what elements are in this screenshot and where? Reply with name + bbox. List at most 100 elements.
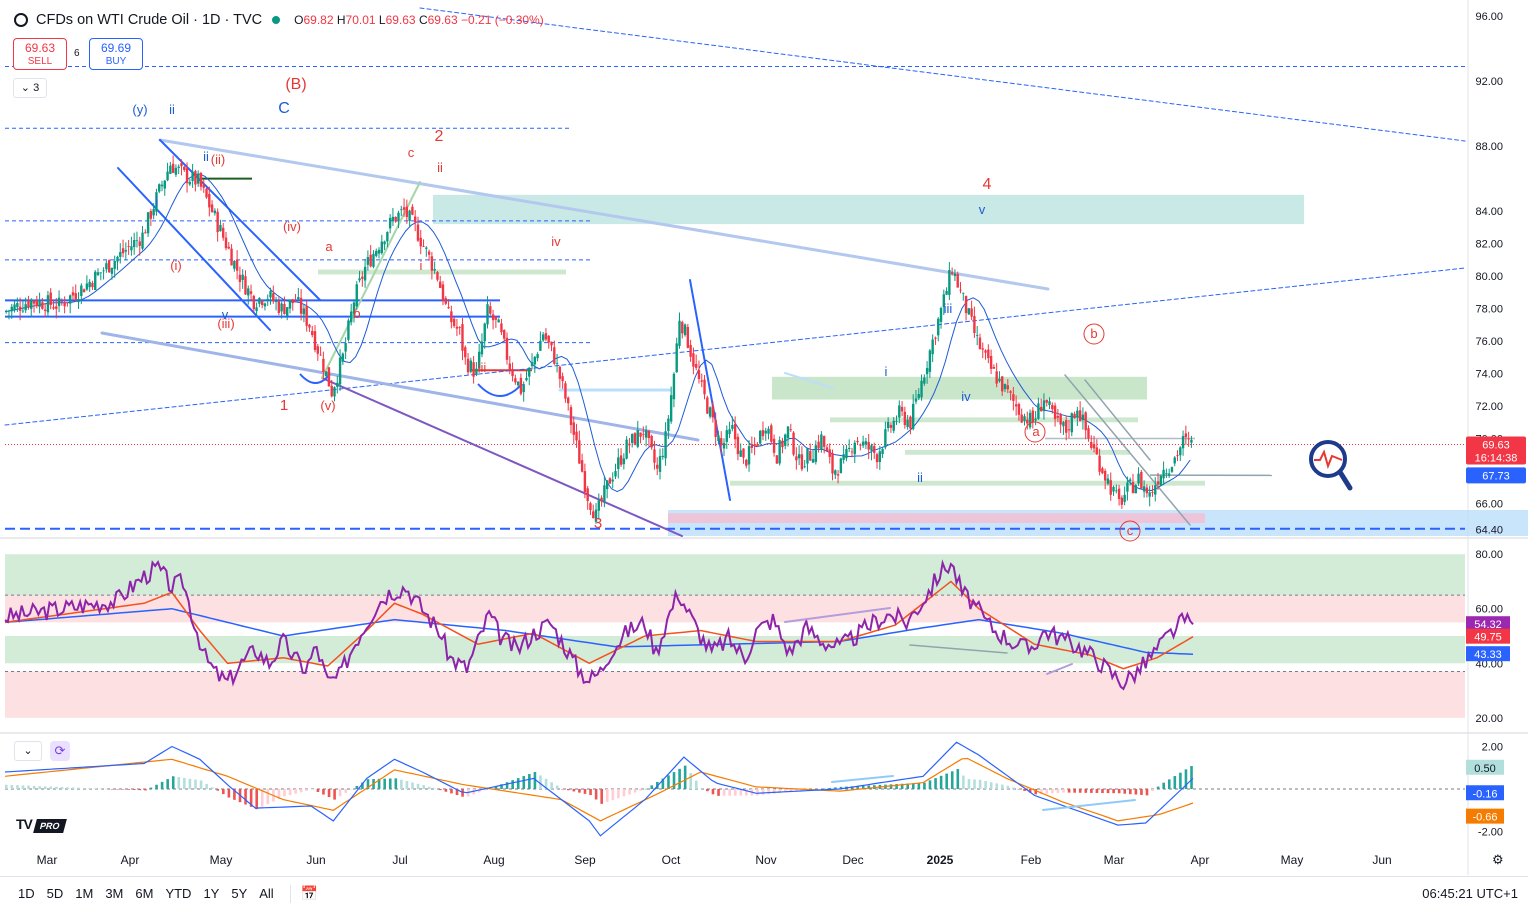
candle — [1059, 413, 1061, 433]
macd-bar — [712, 789, 715, 794]
candle — [108, 259, 110, 273]
candle-body — [1182, 436, 1184, 448]
trendline-channel — [102, 333, 698, 440]
candle-body — [826, 447, 828, 451]
candle-body — [790, 429, 792, 430]
macd-bar — [189, 779, 192, 789]
candle — [550, 341, 552, 351]
timeframe-5d[interactable]: 5D — [41, 886, 70, 901]
candle-body — [898, 405, 900, 417]
candle-body — [24, 304, 26, 310]
macd-bar — [968, 779, 971, 789]
candle — [289, 299, 291, 313]
rsi-tick-label: 80.00 — [1475, 549, 1503, 561]
symbol-title[interactable]: CFDs on WTI Crude Oil · 1D · TVC — [36, 12, 262, 28]
candle-body — [856, 441, 858, 442]
bottom-toolbar: 1D 5D 1M 3M 6M YTD 1Y 5Y All 📅 06:45:21 … — [0, 876, 1528, 910]
candle-body — [1162, 470, 1164, 479]
candle — [570, 405, 572, 434]
candle — [965, 295, 967, 320]
candle-body — [1015, 404, 1017, 406]
macd-bar — [1190, 766, 1193, 789]
macd-bar — [979, 780, 982, 789]
candle-body — [1129, 479, 1131, 480]
buy-button[interactable]: 69.69 BUY — [89, 38, 143, 70]
candle — [8, 310, 10, 320]
candle-body — [589, 503, 591, 510]
candle-body — [737, 437, 739, 454]
candle-body — [1079, 410, 1081, 421]
trendline — [690, 280, 730, 500]
candle-body — [904, 412, 906, 425]
refresh-icon[interactable]: ⟳ — [50, 741, 70, 761]
candle — [689, 340, 691, 362]
candle — [979, 334, 981, 350]
candle-body — [1096, 447, 1098, 454]
sell-button[interactable]: 69.63 SELL — [13, 38, 67, 70]
candle-body — [1062, 422, 1064, 426]
candle-body — [152, 209, 154, 215]
candle-body — [147, 212, 149, 233]
candle — [509, 356, 511, 374]
indicators-toggle[interactable]: ⌄ 3 — [13, 78, 47, 98]
candle — [75, 284, 77, 302]
candle — [431, 252, 433, 279]
candle — [66, 302, 68, 306]
candle-body — [1126, 483, 1128, 492]
candle — [879, 446, 881, 470]
candle-body — [945, 291, 947, 295]
candle-body — [91, 283, 93, 287]
candle-body — [361, 277, 363, 279]
macd-bar — [1046, 789, 1049, 794]
utc-clock[interactable]: 06:45:21 UTC+1 — [1422, 886, 1518, 901]
timeframe-1d[interactable]: 1D — [12, 886, 41, 901]
macd-bar — [589, 789, 592, 795]
candle-body — [620, 455, 622, 464]
calendar-icon[interactable]: 📅 — [301, 885, 318, 902]
macd-bar — [701, 788, 704, 789]
candle-body — [261, 301, 263, 305]
timeframe-5y[interactable]: 5Y — [225, 886, 253, 901]
candle-body — [776, 455, 778, 463]
candle-body — [495, 317, 497, 320]
timeframe-all[interactable]: All — [253, 886, 279, 901]
candle — [130, 237, 132, 256]
pane-collapse-button[interactable]: ⌄ — [14, 741, 42, 761]
settings-gear-icon[interactable]: ⚙ — [1492, 852, 1504, 868]
candle — [495, 316, 497, 328]
macd-bar — [973, 779, 976, 789]
sell-label: SELL — [14, 55, 66, 69]
timeframe-3m[interactable]: 3M — [99, 886, 129, 901]
macd-signal-badge-text: -0.66 — [1472, 812, 1497, 824]
candle-body — [108, 260, 110, 272]
timeframe-6m[interactable]: 6M — [129, 886, 159, 901]
candle — [854, 440, 856, 463]
candle-body — [194, 171, 196, 185]
candle — [481, 333, 483, 357]
timeframe-ytd[interactable]: YTD — [159, 886, 197, 901]
chevron-down-icon: ⌄ — [23, 745, 32, 757]
macd-bar — [294, 789, 297, 794]
macd-bar — [139, 789, 142, 790]
macd-bar — [339, 789, 342, 796]
timeframe-1m[interactable]: 1M — [69, 886, 99, 901]
macd-bar — [578, 789, 581, 793]
macd-bar — [923, 783, 926, 789]
candle — [267, 294, 269, 305]
candle-body — [280, 304, 282, 312]
macd-bar — [1179, 773, 1182, 789]
time-tick-label: Apr — [1191, 853, 1210, 867]
timeframe-1y[interactable]: 1Y — [197, 886, 225, 901]
candle-body — [639, 432, 641, 436]
candle-body — [926, 368, 928, 374]
candle — [890, 422, 892, 433]
candle — [1160, 475, 1162, 487]
candle-body — [322, 359, 324, 372]
macd-bar — [600, 789, 603, 804]
macd-bar — [127, 789, 130, 790]
candle — [94, 270, 96, 290]
candle-body — [1168, 474, 1170, 476]
macd-bar — [1140, 789, 1143, 795]
